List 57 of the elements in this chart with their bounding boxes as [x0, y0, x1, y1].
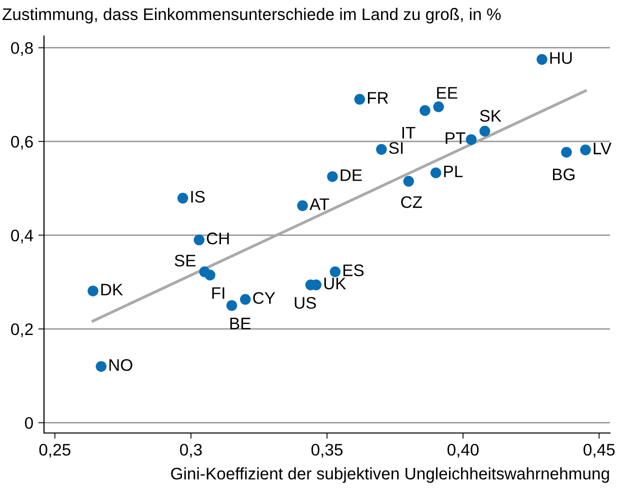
x-tick-label: 0,35	[311, 444, 343, 458]
point	[580, 144, 591, 156]
point	[354, 94, 366, 105]
point	[479, 126, 490, 137]
y-tick-label: 0,8	[11, 42, 33, 56]
annotation: SE	[174, 254, 196, 267]
point	[403, 176, 414, 187]
annotation: IT	[402, 126, 416, 138]
point	[330, 266, 341, 278]
annotation: CY	[253, 292, 276, 304]
point	[433, 101, 444, 112]
annotation: UK	[324, 278, 346, 290]
annotation: LV	[594, 142, 612, 154]
annotation: AT	[309, 198, 330, 210]
annotation: IS	[191, 190, 205, 203]
point	[297, 200, 308, 212]
annotation: FI	[212, 287, 224, 299]
point	[194, 234, 204, 246]
annotation: SK	[480, 110, 502, 122]
annotation: NO	[109, 359, 132, 371]
annotation: HU	[550, 52, 572, 64]
x-tick-label: 0,40	[447, 444, 479, 458]
annotation: US	[294, 297, 316, 309]
annotation: BE	[230, 318, 250, 330]
annotation: PL	[444, 166, 463, 178]
y-tick-label: 0,6	[11, 136, 33, 150]
x-axis-title: Gini-Koeffizient der subjektiven Ungleichheitswahrnehmung	[171, 467, 609, 483]
chart-title: Zustimmung, dass Einkommensunterschiede im Land zu groß, in %	[2, 8, 501, 24]
annotation: FR	[368, 92, 388, 104]
x-tick-label: 0,45	[584, 444, 615, 458]
point	[96, 361, 107, 372]
annotation: BG	[553, 168, 574, 180]
annotation: PT	[446, 132, 466, 144]
x-tick-label: 0,25	[39, 444, 70, 458]
point	[420, 105, 430, 116]
y-tick-label: 0,2	[11, 323, 33, 338]
annotation: SI	[389, 142, 403, 154]
point	[204, 270, 216, 280]
point	[177, 192, 188, 204]
annotation: CZ	[401, 196, 422, 208]
annotation: DK	[101, 284, 123, 296]
point	[327, 171, 338, 182]
annotation: EE	[437, 87, 458, 99]
annotation: CH	[206, 232, 229, 244]
point	[561, 146, 572, 158]
x-tick-label: 0,3	[180, 444, 202, 458]
point	[226, 300, 238, 311]
y-tick-label: 0	[24, 417, 33, 429]
point	[240, 294, 251, 305]
annotation: DE	[340, 169, 362, 181]
point	[430, 167, 442, 178]
annotation: ES	[343, 264, 364, 276]
point	[536, 54, 548, 65]
point	[466, 134, 477, 145]
y-tick-label: 0,4	[11, 230, 34, 244]
point	[376, 144, 387, 155]
point	[88, 286, 98, 296]
